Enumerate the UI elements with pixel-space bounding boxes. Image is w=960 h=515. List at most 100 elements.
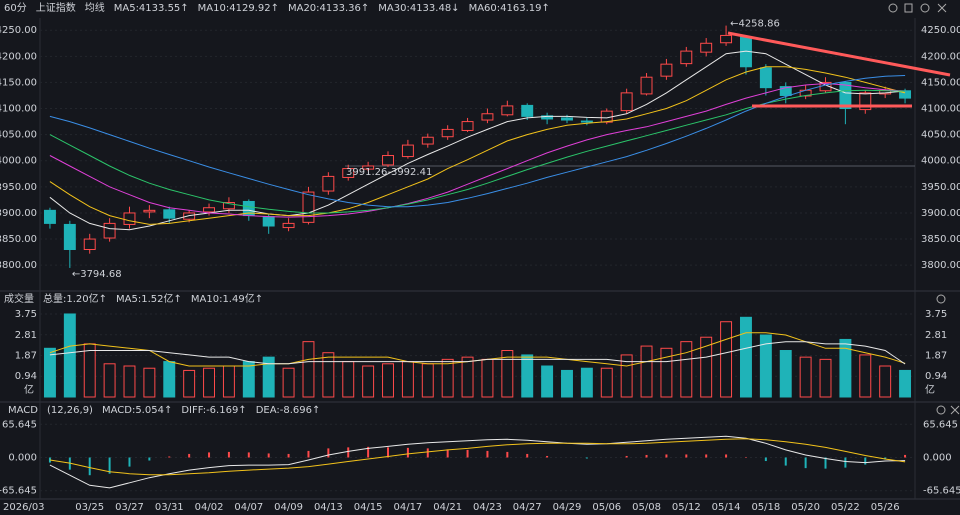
macd-bar xyxy=(108,457,111,474)
macd-bar xyxy=(864,457,867,465)
volume-bar xyxy=(700,336,713,398)
volume-bar xyxy=(322,352,335,398)
ma-line xyxy=(49,82,906,218)
y-tick-label: 4250.00 xyxy=(0,25,37,36)
y-tick-label: 0.000 xyxy=(8,452,37,463)
macd-bar xyxy=(546,455,549,458)
candle-body xyxy=(680,50,693,65)
volume-bar xyxy=(600,367,613,398)
candle-body xyxy=(342,168,355,178)
y-tick-label-right: 3950.00 xyxy=(921,182,960,193)
candle-body xyxy=(720,34,733,44)
macd-bar xyxy=(526,453,529,458)
x-tick-label: 2026/03 xyxy=(3,502,45,513)
volume-bar xyxy=(859,354,872,398)
macd-bar xyxy=(148,457,151,461)
x-tick-label: 04/23 xyxy=(473,502,502,513)
settings-icon[interactable] xyxy=(936,405,946,415)
y-tick-label-right: 3850.00 xyxy=(921,234,960,245)
x-tick-label: 04/09 xyxy=(274,502,303,513)
volume-bar xyxy=(401,361,414,398)
y-tick-label: 3950.00 xyxy=(0,182,37,193)
volume-bar xyxy=(123,365,136,398)
candle-body xyxy=(561,117,573,121)
x-tick-label: 05/06 xyxy=(592,502,621,513)
macd-bar xyxy=(446,449,449,458)
volume-bar xyxy=(342,361,355,398)
y-tick-label-right: -65.645 xyxy=(923,486,960,497)
candle-body xyxy=(382,155,394,166)
y-tick-label: 3800.00 xyxy=(0,260,37,271)
candle-body xyxy=(759,67,772,89)
macd-bar xyxy=(744,456,747,458)
volume-bar xyxy=(779,350,792,398)
candle-body xyxy=(262,216,275,227)
x-tick-label: 05/26 xyxy=(871,502,900,513)
x-tick-label: 03/31 xyxy=(155,502,184,513)
legend-item: MA5:1.52亿↑ xyxy=(116,292,182,305)
macd-bar xyxy=(267,453,270,458)
candle-body xyxy=(481,113,494,121)
candle-body xyxy=(779,86,792,96)
macd-bar xyxy=(168,456,171,458)
candle-body xyxy=(620,92,633,112)
panel-title: 成交量 xyxy=(4,292,34,305)
unit-label-right: 亿 xyxy=(925,383,935,396)
x-tick-label: 05/22 xyxy=(831,502,860,513)
close-icon[interactable] xyxy=(950,405,960,415)
candle-body xyxy=(441,128,454,138)
y-tick-label-right: 4000.00 xyxy=(921,156,960,167)
x-tick-label: 03/27 xyxy=(115,502,144,513)
volume-bar xyxy=(43,347,56,398)
volume-bar xyxy=(620,354,633,398)
macd-bar xyxy=(406,447,409,458)
macd-bar xyxy=(426,448,429,458)
volume-bar xyxy=(879,365,892,398)
settings-icon[interactable] xyxy=(920,3,930,13)
candle-body xyxy=(501,105,514,116)
y-tick-label-right: 3800.00 xyxy=(921,260,960,271)
close-icon[interactable] xyxy=(937,3,947,13)
candle-body xyxy=(660,63,673,77)
volume-ma-line xyxy=(49,341,906,365)
volume-bar xyxy=(302,341,315,398)
params-label: (12,26,9) xyxy=(47,405,93,416)
y-tick-label: 0.94 xyxy=(15,371,37,382)
macd-bar xyxy=(247,452,250,458)
export-icon[interactable] xyxy=(904,3,913,13)
y-tick-label-right: 4150.00 xyxy=(921,77,960,88)
volume-bar xyxy=(541,365,554,398)
macd-bar xyxy=(625,455,628,458)
volume-bar xyxy=(103,363,116,398)
macd-bar xyxy=(585,457,588,459)
settings-icon[interactable] xyxy=(936,294,946,304)
x-tick-label: 04/17 xyxy=(393,502,422,513)
candle-body xyxy=(83,238,96,250)
x-tick-label: 05/20 xyxy=(791,502,820,513)
volume-bar xyxy=(501,350,514,398)
y-tick-label-right: 4250.00 xyxy=(921,25,960,36)
y-tick-label: 1.87 xyxy=(15,351,37,362)
y-tick-label-right: 1.87 xyxy=(925,351,947,362)
volume-bar xyxy=(481,358,494,398)
volume-bar xyxy=(680,341,693,398)
ma-label: 均线 xyxy=(85,1,105,14)
x-tick-label: 04/02 xyxy=(195,502,224,513)
macd-bar xyxy=(347,447,350,458)
legend-item: MACD:5.054↑ xyxy=(102,405,172,416)
macd-bar xyxy=(804,457,807,469)
volume-bar xyxy=(660,347,673,398)
y-tick-label: 3850.00 xyxy=(0,234,37,245)
volume-bar xyxy=(282,367,295,398)
legend-item: 总量:1.20亿↑ xyxy=(43,292,107,305)
panel-title: MACD xyxy=(8,405,38,416)
volume-bar xyxy=(521,354,534,398)
candle-body xyxy=(541,115,554,120)
settings-icon[interactable] xyxy=(888,3,898,13)
volume-bar xyxy=(580,367,593,398)
y-tick-label: 4100.00 xyxy=(0,104,37,115)
y-tick-label-right: 3.75 xyxy=(925,309,947,320)
ma-line xyxy=(49,66,906,225)
